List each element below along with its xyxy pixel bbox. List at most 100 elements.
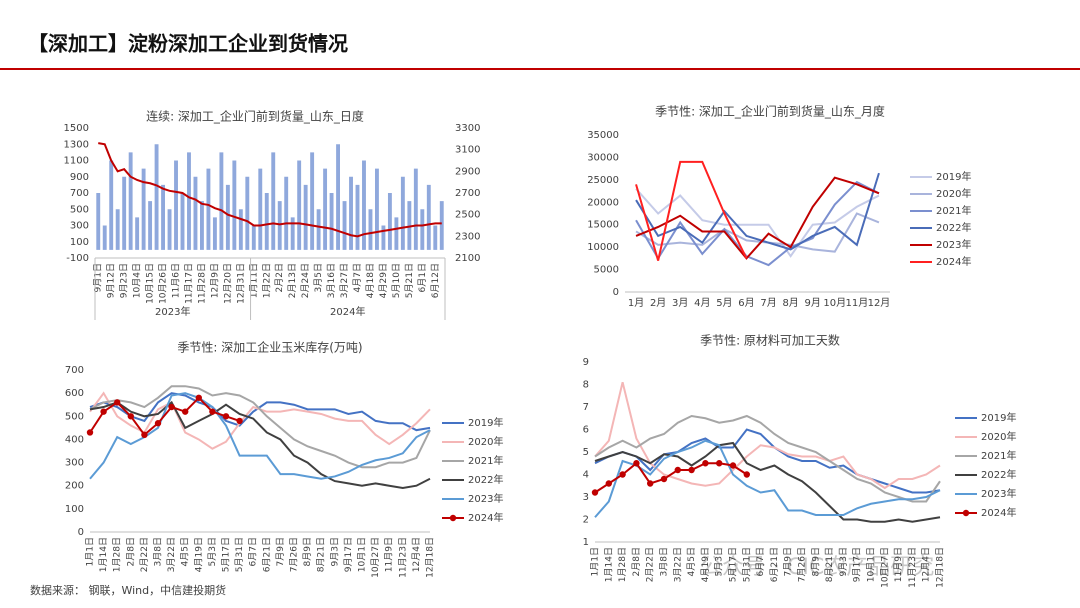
legend-label: 2019年 — [981, 411, 1016, 424]
x-tick-label: 6月12日 — [430, 263, 441, 298]
x-tick-label: 7月 — [760, 297, 776, 309]
y2-tick-label: 3100 — [455, 145, 480, 156]
series-marker — [729, 462, 737, 469]
x-tick-label: 12月9日 — [209, 263, 220, 298]
series-marker — [182, 408, 189, 415]
y-tick-label: 5 — [583, 447, 589, 458]
series-marker — [168, 403, 175, 411]
x-tick-label: 11月23日 — [907, 547, 918, 588]
y-tick-label: 0 — [613, 287, 619, 298]
y-tick-label: 1100 — [64, 156, 89, 167]
x-tick-label: 2月8日 — [631, 547, 642, 576]
x-tick-label: 3月8日 — [659, 547, 670, 576]
y-tick-label: 1300 — [64, 139, 89, 150]
series-marker — [114, 399, 121, 406]
x-tick-label: 3月22日 — [672, 547, 683, 582]
y-tick-label: 3 — [583, 492, 589, 503]
x-tick-label: 11月9日 — [893, 547, 904, 582]
bar — [426, 184, 431, 250]
x-tick-label: 5月17日 — [221, 537, 232, 572]
series-line — [635, 212, 880, 253]
legend-label: 2021年 — [981, 449, 1016, 462]
bar — [290, 217, 295, 250]
x-tick-label: 9月12日 — [106, 263, 117, 298]
bar — [212, 217, 217, 250]
x-tick-label: 5月31日 — [234, 537, 245, 572]
bar — [109, 160, 114, 250]
bar — [167, 209, 172, 250]
x-tick-label: 6月 — [738, 297, 754, 309]
bar — [407, 201, 412, 250]
bar — [219, 152, 224, 250]
x-tick-label: 9月3日 — [838, 547, 849, 576]
x-tick-label: 11月 — [846, 297, 869, 309]
x-tick-label: 7月9日 — [783, 547, 794, 576]
x-tick-label: 10月1日 — [866, 547, 877, 582]
x-tick-label: 5月3日 — [207, 537, 218, 566]
bar — [284, 176, 289, 250]
y-tick-label: 700 — [70, 188, 89, 199]
x-tick-label: 5月3日 — [714, 547, 725, 576]
legend-label: 2024年 — [936, 255, 971, 268]
y-tick-label: 4 — [583, 470, 589, 481]
y-tick-label: 5000 — [594, 265, 619, 276]
legend-label: 2022年 — [936, 221, 971, 234]
y-tick-label: 100 — [70, 237, 89, 248]
y-tick-label: 10000 — [587, 242, 619, 253]
x-tick-label: 3月 — [672, 297, 688, 309]
bar — [342, 201, 347, 250]
x-tick-label: 8月9日 — [302, 537, 313, 566]
x-tick-label: 9月1日 — [93, 263, 104, 292]
x-tick-label: 2月13日 — [287, 263, 298, 298]
bar — [180, 193, 185, 250]
bar — [193, 176, 198, 250]
series-marker — [716, 460, 723, 467]
x-tick-label: 1月14日 — [603, 547, 614, 582]
legend-label: 2022年 — [981, 468, 1016, 481]
x-tick-label: 11月17日 — [183, 263, 194, 304]
x-tick-label: 7月26日 — [289, 537, 300, 572]
legend-label: 2023年 — [981, 487, 1016, 500]
x-tick-label: 5月10日 — [391, 263, 402, 298]
x-tick-label: 8月 — [782, 297, 798, 309]
x-tick-label: 10月 — [823, 297, 846, 309]
y-tick-label: 700 — [65, 365, 84, 376]
y2-tick-label: 2100 — [455, 253, 480, 264]
bar — [238, 209, 243, 250]
series-line — [594, 382, 941, 490]
x-tick-label: 3月16日 — [326, 263, 337, 298]
source-note: 数据来源： 钢联，Wind，中信建投期货 — [30, 583, 226, 597]
x-tick-label: 1月14日 — [98, 537, 109, 572]
x-tick-label: 1月1日 — [85, 537, 96, 566]
bar — [381, 225, 386, 250]
bar — [303, 184, 308, 250]
series-marker — [674, 466, 681, 474]
bar — [174, 160, 178, 250]
chart-title: 季节性: 深加工企业玉米库存(万吨) — [177, 340, 362, 355]
x-tick-label: 10月15日 — [145, 263, 156, 304]
y-tick-label: 400 — [65, 434, 84, 445]
series-marker — [100, 408, 107, 415]
x-tick-label: 6月21日 — [261, 537, 272, 572]
y-tick-label: 9 — [583, 357, 589, 368]
series-marker — [660, 475, 668, 483]
bar — [128, 152, 133, 250]
y-tick-label: 500 — [65, 411, 84, 422]
legend-label: 2020年 — [936, 187, 971, 200]
x-tick-label: 4月7日 — [352, 263, 363, 292]
series-line — [98, 142, 442, 238]
y-tick-label: 25000 — [587, 175, 619, 186]
y2-tick-label: 3300 — [455, 123, 480, 134]
bar — [297, 160, 302, 250]
x-tick-label: 2月24日 — [300, 263, 311, 298]
series-marker — [209, 408, 216, 415]
y-tick-label: 200 — [65, 481, 84, 492]
y-tick-label: -100 — [66, 253, 89, 264]
series-line — [89, 392, 431, 432]
x-tick-label: 12月20日 — [222, 263, 233, 304]
bar — [264, 193, 269, 250]
x-tick-label: 2月8日 — [125, 537, 136, 566]
series-marker — [154, 420, 162, 427]
legend-label: 2019年 — [468, 416, 503, 429]
